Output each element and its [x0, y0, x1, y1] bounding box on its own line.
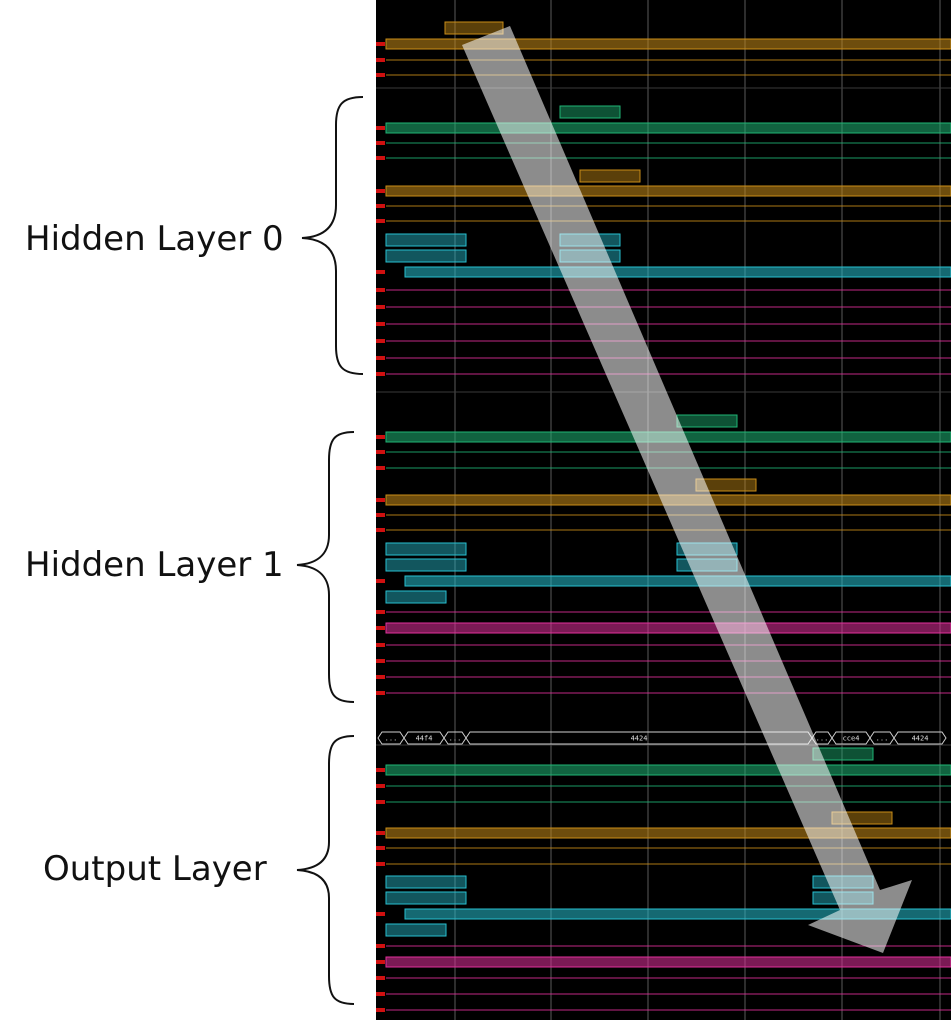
signal-marker [376, 305, 385, 309]
bus-value-text: ... [816, 735, 829, 743]
signal-marker [376, 356, 385, 360]
bus-value-text: ... [385, 735, 398, 743]
bus-band [404, 266, 951, 278]
signal-marker [376, 579, 385, 583]
timeline-grid [376, 0, 951, 1020]
brace-icon-output-layer [296, 735, 355, 1005]
signal-marker [376, 976, 385, 980]
signal-pulse [385, 558, 467, 572]
bus-value-text: ... [449, 735, 462, 743]
bus-band [385, 122, 951, 134]
signal-pulse [676, 414, 738, 428]
signal-pulse [385, 249, 467, 263]
signal-marker [376, 513, 385, 517]
signal-marker [376, 322, 385, 326]
signal-marker [376, 944, 385, 948]
signal-marker [376, 643, 385, 647]
signal-marker [376, 610, 385, 614]
signal-marker [376, 42, 385, 46]
output-layer-label: Output Layer [43, 849, 267, 889]
brace-icon-hidden-layer-1 [296, 431, 355, 703]
signal-marker [376, 141, 385, 145]
signal-marker [376, 831, 385, 835]
signal-marker [376, 1008, 385, 1012]
signal-marker [376, 528, 385, 532]
signal-pulse [385, 923, 447, 937]
signal-marker [376, 659, 385, 663]
bus-band [385, 622, 951, 634]
signal-marker [376, 189, 385, 193]
signal-marker [376, 912, 385, 916]
bus-value-text: 4424 [912, 735, 929, 743]
signal-marker [376, 126, 385, 130]
signal-marker [376, 58, 385, 62]
signal-marker [376, 675, 385, 679]
bus-band [385, 185, 951, 197]
propagation-arrow-icon [462, 26, 912, 953]
signal-pulse [579, 169, 641, 183]
signal-marker [376, 862, 385, 866]
bus-value-row: ... 44f4... 4424... cce4... 4424 [377, 731, 947, 745]
signal-pulse [559, 105, 621, 119]
signal-marker [376, 992, 385, 996]
hidden-layer-1-label: Hidden Layer 1 [25, 545, 284, 585]
hidden-layer-0-label: Hidden Layer 0 [25, 219, 284, 259]
bus-band [404, 575, 951, 587]
signal-pulse [385, 542, 467, 556]
signal-marker [376, 270, 385, 274]
signal-markers [376, 42, 385, 1012]
bus-band [404, 908, 951, 920]
signal-marker [376, 466, 385, 470]
signal-marker [376, 768, 385, 772]
bus-value-text: 4424 [631, 735, 648, 743]
signal-pulse [385, 233, 467, 247]
signal-marker [376, 435, 385, 439]
signal-marker [376, 784, 385, 788]
signal-marker [376, 73, 385, 77]
signal-marker [376, 960, 385, 964]
signal-marker [376, 219, 385, 223]
signal-marker [376, 204, 385, 208]
bus-value-text: 44f4 [416, 735, 433, 743]
signal-marker [376, 288, 385, 292]
signal-marker [376, 339, 385, 343]
signal-marker [376, 626, 385, 630]
bus-value-text: cce4 [843, 735, 860, 743]
signal-marker [376, 372, 385, 376]
signal-marker [376, 846, 385, 850]
brace-icon-hidden-layer-0 [301, 96, 364, 375]
signal-marker [376, 156, 385, 160]
bus-band [385, 764, 951, 776]
signal-marker [376, 450, 385, 454]
signal-marker [376, 800, 385, 804]
bus-segment [893, 731, 947, 745]
signal-marker [376, 498, 385, 502]
signal-pulse [385, 875, 467, 889]
bus-band [385, 956, 951, 968]
bus-band [385, 827, 951, 839]
signal-pulse [385, 590, 447, 604]
signal-pulse [385, 891, 467, 905]
bus-band [385, 38, 951, 50]
signal-pulse [444, 21, 504, 35]
signal-marker [376, 691, 385, 695]
bus-value-text: ... [876, 735, 889, 743]
